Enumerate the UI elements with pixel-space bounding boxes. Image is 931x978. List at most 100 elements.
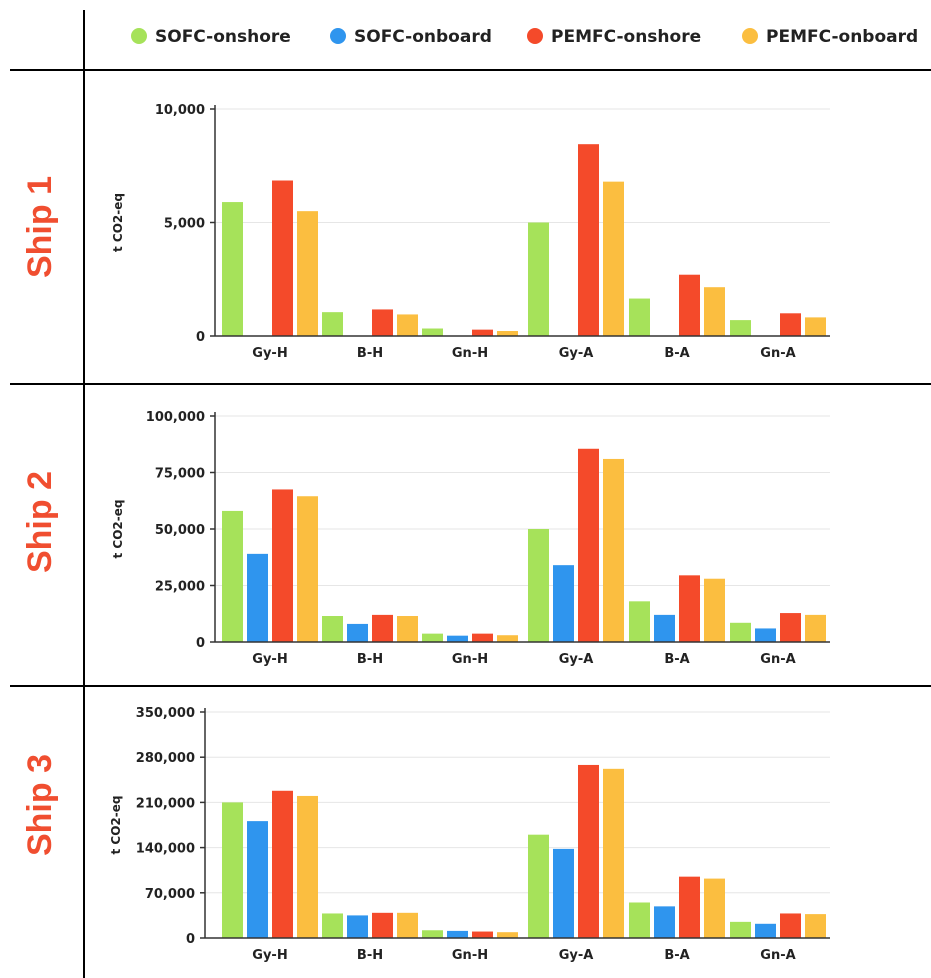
- bar-pemfc-onboard: [704, 878, 725, 938]
- bar-pemfc-onshore: [372, 912, 393, 938]
- bar-sofc-onboard: [755, 628, 776, 642]
- x-tick-label: Gy-H: [252, 948, 287, 963]
- bar-sofc-onshore: [528, 222, 549, 336]
- y-tick-label: 50,000: [155, 523, 205, 538]
- bar-pemfc-onboard: [805, 914, 826, 938]
- bar-pemfc-onboard: [497, 331, 518, 336]
- bar-pemfc-onboard: [603, 181, 624, 336]
- bar-sofc-onshore: [730, 921, 751, 938]
- y-tick-label: 70,000: [145, 887, 195, 902]
- chart-panel-ship-3: Ship 3 t CO2-eq 0 70,000 140,000 210,000 280,0…: [21, 706, 830, 963]
- bar-sofc-onboard: [247, 821, 268, 938]
- legend-entry: PEMFC-onboard: [742, 27, 918, 47]
- bar-sofc-onshore: [629, 298, 650, 336]
- x-tick-label: B-A: [664, 652, 689, 667]
- bar-pemfc-onshore: [578, 764, 599, 938]
- chart-panels: Ship 1 t CO2-eq 0 5,000 10,000 Gy-H B-H Gn-H Gy-…: [21, 103, 830, 963]
- bar-pemfc-onboard: [805, 317, 826, 336]
- bar-sofc-onshore: [222, 802, 243, 938]
- chart-panel-ship-1: Ship 1 t CO2-eq 0 5,000 10,000 Gy-H B-H Gn-H Gy-…: [21, 103, 830, 361]
- legend-entry: SOFC-onshore: [131, 27, 291, 47]
- bar-sofc-onshore: [322, 312, 343, 336]
- legend-swatch: [527, 28, 543, 44]
- bar-sofc-onshore: [629, 601, 650, 642]
- bar-sofc-onshore: [422, 633, 443, 642]
- bar-pemfc-onboard: [805, 614, 826, 642]
- x-tick-label: Gy-H: [252, 652, 287, 667]
- y-tick-label: 0: [196, 636, 205, 651]
- x-tick-label: Gy-A: [559, 948, 594, 963]
- chart-panel-ship-2: Ship 2 t CO2-eq 0 25,000 50,000 75,000 100,000…: [21, 410, 830, 667]
- x-tick-label: B-H: [357, 948, 383, 963]
- bar-pemfc-onshore: [578, 448, 599, 642]
- bar-pemfc-onshore: [679, 274, 700, 336]
- ship-label: Ship 1: [21, 176, 59, 278]
- legend-label: PEMFC-onboard: [766, 27, 918, 47]
- bar-sofc-onboard: [553, 565, 574, 642]
- bar-sofc-onshore: [322, 913, 343, 938]
- bar-pemfc-onshore: [272, 180, 293, 336]
- x-tick-label: B-H: [357, 346, 383, 361]
- y-tick-label: 140,000: [136, 842, 195, 857]
- bar-pemfc-onboard: [397, 314, 418, 336]
- bar-sofc-onboard: [654, 614, 675, 642]
- y-tick-label: 350,000: [136, 706, 195, 721]
- x-tick-label: Gn-H: [452, 948, 488, 963]
- x-tick-label: Gn-A: [760, 948, 795, 963]
- bar-sofc-onboard: [654, 906, 675, 938]
- bar-pemfc-onshore: [780, 913, 801, 938]
- x-tick-label: Gn-A: [760, 346, 795, 361]
- y-axis-title: t CO2-eq: [111, 193, 125, 252]
- bar-pemfc-onshore: [780, 613, 801, 642]
- bar-pemfc-onshore: [472, 633, 493, 642]
- bar-pemfc-onshore: [472, 931, 493, 938]
- ship-label: Ship 2: [21, 471, 59, 573]
- bar-pemfc-onboard: [603, 458, 624, 642]
- y-axis-title: t CO2-eq: [111, 500, 125, 559]
- legend-label: PEMFC-onshore: [551, 27, 701, 47]
- bar-sofc-onboard: [553, 848, 574, 938]
- x-tick-label: Gn-H: [452, 652, 488, 667]
- bar-sofc-onshore: [629, 902, 650, 938]
- bar-pemfc-onshore: [372, 614, 393, 642]
- bar-pemfc-onboard: [704, 578, 725, 642]
- bar-sofc-onshore: [528, 834, 549, 938]
- y-tick-label: 5,000: [164, 217, 205, 232]
- legend: SOFC-onshore SOFC-onboard PEMFC-onshore PEM…: [131, 27, 918, 47]
- bar-pemfc-onboard: [497, 635, 518, 642]
- x-tick-label: Gy-A: [559, 652, 594, 667]
- y-tick-label: 10,000: [155, 103, 205, 118]
- x-tick-label: Gn-H: [452, 346, 488, 361]
- bar-sofc-onboard: [447, 635, 468, 642]
- y-tick-label: 210,000: [136, 796, 195, 811]
- y-tick-label: 75,000: [155, 467, 205, 482]
- bar-sofc-onboard: [347, 915, 368, 938]
- bar-pemfc-onboard: [297, 496, 318, 642]
- bar-pemfc-onboard: [397, 912, 418, 938]
- bar-pemfc-onshore: [679, 575, 700, 642]
- legend-label: SOFC-onshore: [155, 27, 291, 47]
- bar-sofc-onshore: [222, 510, 243, 642]
- bar-pemfc-onshore: [272, 489, 293, 642]
- panel-frame: [10, 10, 931, 978]
- bar-sofc-onshore: [222, 202, 243, 336]
- legend-swatch: [742, 28, 758, 44]
- bar-pemfc-onboard: [297, 795, 318, 938]
- bar-pemfc-onboard: [603, 768, 624, 938]
- bar-pemfc-onshore: [472, 329, 493, 336]
- bar-sofc-onboard: [755, 923, 776, 938]
- x-tick-label: B-H: [357, 652, 383, 667]
- legend-swatch: [330, 28, 346, 44]
- legend-entry: SOFC-onboard: [330, 27, 492, 47]
- bar-pemfc-onshore: [372, 309, 393, 336]
- bar-sofc-onshore: [422, 328, 443, 336]
- bar-sofc-onshore: [528, 529, 549, 642]
- bar-pemfc-onboard: [497, 932, 518, 938]
- x-tick-label: Gn-A: [760, 652, 795, 667]
- bar-pemfc-onboard: [397, 616, 418, 642]
- y-tick-label: 280,000: [136, 751, 195, 766]
- x-tick-label: B-A: [664, 948, 689, 963]
- y-tick-label: 0: [186, 932, 195, 947]
- y-tick-label: 25,000: [155, 580, 205, 595]
